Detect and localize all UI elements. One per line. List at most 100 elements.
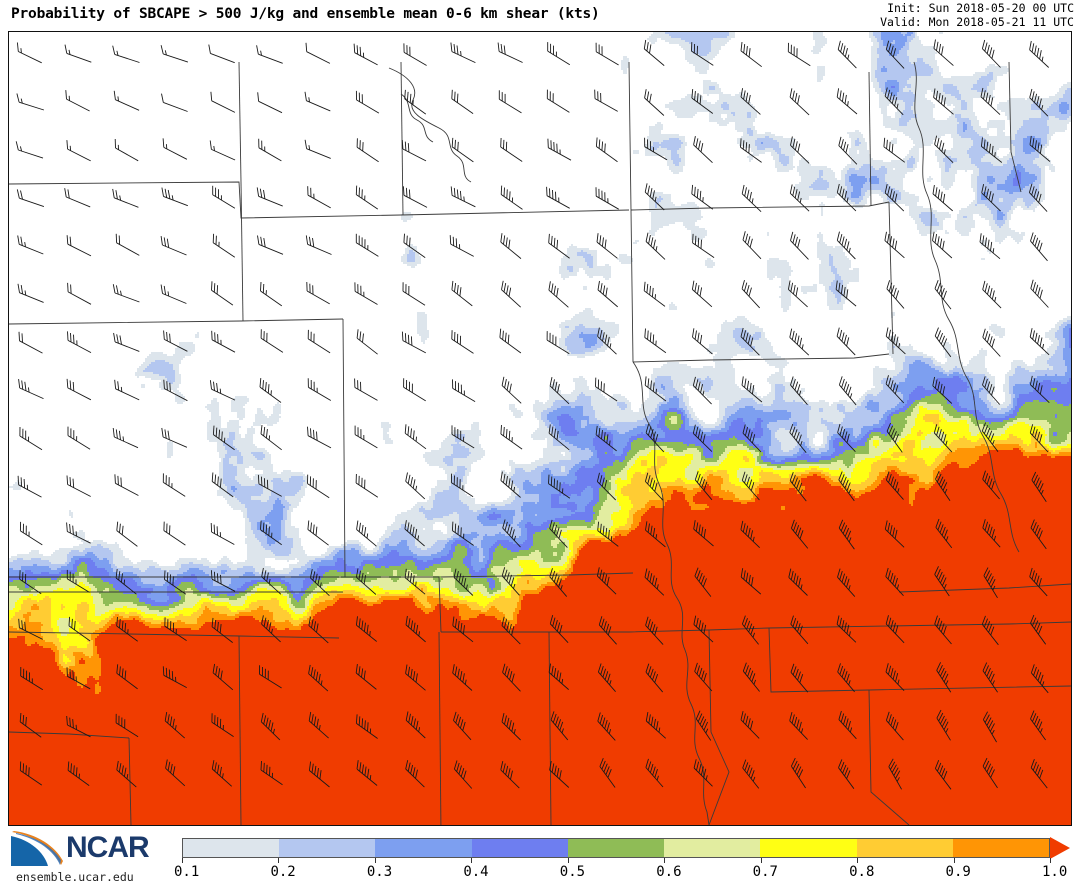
wind-barb — [261, 567, 282, 595]
wind-barb — [597, 663, 616, 692]
state-border — [868, 689, 910, 825]
wind-barb — [597, 712, 616, 741]
wind-barb — [115, 233, 140, 256]
wind-barb — [64, 188, 91, 208]
wind-barb — [980, 87, 1001, 115]
wind-barb — [500, 185, 523, 210]
wind-barb — [981, 39, 1001, 68]
wind-barb — [934, 327, 952, 358]
forecast-map-panel[interactable] — [8, 31, 1072, 826]
wind-barb — [883, 137, 906, 163]
wind-barb-overlay — [15, 39, 1051, 790]
wind-barb — [116, 664, 138, 690]
state-border — [9, 318, 344, 325]
colorbar[interactable]: 0.1 0.2 0.3 0.4 0.5 0.6 0.7 0.8 0.9 1.0 — [174, 837, 1070, 880]
wind-barb — [595, 137, 618, 163]
wind-barb — [401, 139, 427, 162]
colorbar-tick-label: 0.3 — [366, 864, 393, 880]
wind-barb — [982, 662, 998, 693]
wind-barb — [115, 569, 137, 595]
wind-barb — [498, 90, 522, 114]
wind-barb — [67, 761, 90, 786]
wind-barb — [259, 665, 282, 689]
wind-barb — [354, 378, 378, 401]
wind-barb — [67, 282, 92, 305]
wind-barb — [114, 379, 140, 401]
wind-barb — [644, 568, 665, 596]
state-border — [913, 61, 1020, 553]
wind-barb — [453, 760, 473, 789]
wind-barb — [594, 89, 618, 112]
wind-barb — [307, 186, 331, 209]
wind-barb — [164, 712, 185, 739]
wind-barb — [209, 380, 236, 401]
wind-barb — [885, 663, 905, 692]
wind-barb — [402, 282, 426, 306]
wind-barb — [210, 522, 235, 545]
wind-barb — [17, 475, 42, 498]
colorbar-band-1 — [279, 839, 376, 857]
wind-barb — [501, 616, 521, 645]
wind-barb — [932, 231, 953, 259]
wind-barb — [1028, 183, 1048, 212]
wind-barb — [66, 569, 90, 593]
wind-barb — [211, 281, 234, 306]
wind-barb — [550, 711, 569, 741]
wind-barb — [980, 137, 1003, 163]
wind-barb — [982, 519, 1001, 548]
wind-barb — [740, 327, 760, 356]
wind-barb — [547, 42, 571, 66]
wind-barb — [836, 88, 858, 115]
wind-barb — [18, 379, 44, 400]
wind-barb — [305, 235, 332, 255]
wind-barb — [836, 183, 857, 212]
wind-barb — [790, 757, 806, 789]
state-border — [898, 583, 1071, 593]
wind-barb — [934, 760, 952, 790]
wind-barb — [20, 666, 44, 691]
wind-barb — [160, 45, 189, 63]
wind-barb — [405, 615, 426, 643]
wind-barb — [258, 138, 282, 162]
wind-barb — [1029, 424, 1049, 453]
colorbar-band-7 — [856, 839, 953, 857]
wind-barb — [308, 711, 329, 739]
wind-barb — [116, 760, 137, 788]
wind-barb — [787, 42, 811, 67]
wind-barb — [162, 473, 186, 497]
wind-barb — [691, 89, 714, 114]
wind-barb — [741, 615, 759, 645]
wind-barb — [1031, 471, 1047, 503]
wind-barb — [499, 328, 522, 354]
colorbar-band-5 — [664, 839, 761, 857]
wind-barb — [161, 427, 188, 448]
wind-barb — [546, 186, 570, 209]
state-border — [632, 353, 890, 363]
wind-barb — [211, 713, 234, 737]
wind-barb — [355, 473, 379, 498]
wind-barb — [256, 45, 283, 64]
wind-barb — [355, 616, 377, 642]
wind-barb — [838, 710, 857, 740]
wind-barb — [790, 519, 809, 549]
wind-barb — [598, 616, 617, 645]
wind-barb — [982, 280, 1002, 309]
colorbar-tick — [278, 858, 280, 863]
wind-barb — [305, 42, 331, 64]
wind-barb — [162, 666, 187, 688]
colorbar-band-0 — [183, 839, 280, 857]
wind-barb — [546, 89, 570, 113]
wind-barb — [403, 378, 426, 402]
wind-barb — [740, 138, 762, 163]
wind-barb — [113, 332, 140, 352]
wind-barb — [982, 757, 998, 789]
wind-barb — [789, 328, 810, 356]
wind-barb — [259, 378, 282, 403]
wind-barb — [596, 233, 618, 259]
wind-barb — [547, 138, 572, 161]
state-border — [548, 631, 552, 825]
wind-barb — [115, 713, 139, 738]
wind-barb — [548, 474, 571, 499]
wind-barb — [885, 471, 904, 500]
wind-barb — [549, 614, 569, 644]
